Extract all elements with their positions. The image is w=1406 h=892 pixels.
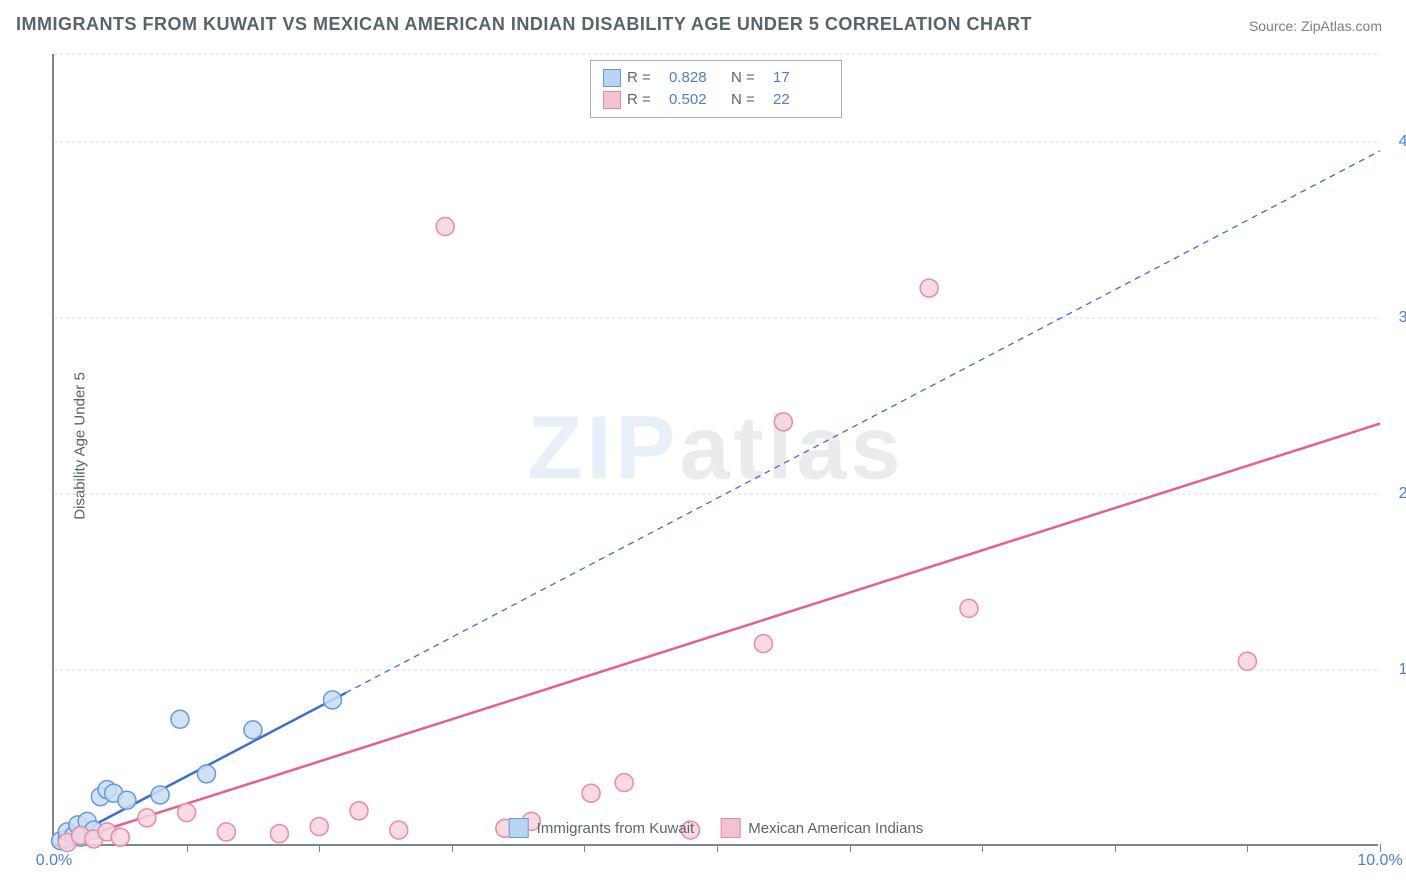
stats-row-kuwait: R = 0.828 N = 17 xyxy=(603,67,829,89)
x-tick-mark xyxy=(1115,844,1116,852)
chart-title: IMMIGRANTS FROM KUWAIT VS MEXICAN AMERIC… xyxy=(16,14,1032,35)
x-tick-mark xyxy=(452,844,453,852)
x-tick-mark xyxy=(850,844,851,852)
n-label: N = xyxy=(731,67,767,89)
n-value-kuwait: 17 xyxy=(773,67,829,89)
stats-legend: R = 0.828 N = 17 R = 0.502 N = 22 xyxy=(590,60,842,118)
n-label: N = xyxy=(731,89,767,111)
series-legend: Immigrants from Kuwait Mexican American … xyxy=(509,818,924,838)
legend-item-kuwait: Immigrants from Kuwait xyxy=(509,818,695,838)
x-tick-label-max: 10.0% xyxy=(1357,852,1402,870)
swatch-mexican xyxy=(603,91,621,109)
x-tick-mark xyxy=(1247,844,1248,852)
x-tick-mark xyxy=(187,844,188,852)
x-tick-mark xyxy=(717,844,718,852)
source-prefix: Source: xyxy=(1249,18,1301,34)
r-label: R = xyxy=(627,67,663,89)
x-tick-mark xyxy=(1380,844,1381,852)
stats-row-mexican: R = 0.502 N = 22 xyxy=(603,89,829,111)
legend-item-mexican: Mexican American Indians xyxy=(720,818,923,838)
n-value-mexican: 22 xyxy=(773,89,829,111)
legend-label-kuwait: Immigrants from Kuwait xyxy=(537,820,695,837)
chart-svg xyxy=(54,54,1378,844)
swatch-kuwait-icon xyxy=(509,818,529,838)
y-tick-label: 10.0% xyxy=(1399,661,1406,679)
y-tick-label: 20.0% xyxy=(1399,485,1406,503)
source-attribution: Source: ZipAtlas.com xyxy=(1249,18,1382,34)
scatter-points xyxy=(52,217,1257,851)
r-value-mexican: 0.502 xyxy=(669,89,725,111)
source-name: ZipAtlas.com xyxy=(1301,18,1382,34)
r-label: R = xyxy=(627,89,663,111)
legend-label-mexican: Mexican American Indians xyxy=(748,820,923,837)
swatch-kuwait xyxy=(603,69,621,87)
r-value-kuwait: 0.828 xyxy=(669,67,725,89)
chart-container: IMMIGRANTS FROM KUWAIT VS MEXICAN AMERIC… xyxy=(0,0,1406,892)
x-tick-mark xyxy=(584,844,585,852)
x-tick-mark xyxy=(319,844,320,852)
grid-lines xyxy=(54,54,1380,670)
x-tick-mark xyxy=(982,844,983,852)
x-tick-label-min: 0.0% xyxy=(36,852,72,870)
trend-lines xyxy=(54,151,1380,846)
swatch-mexican-icon xyxy=(720,818,740,838)
y-tick-label: 30.0% xyxy=(1399,309,1406,327)
plot-area: ZIPatlas R = 0.828 N = 17 R = 0.502 N = … xyxy=(52,54,1378,846)
y-tick-label: 40.0% xyxy=(1399,133,1406,151)
